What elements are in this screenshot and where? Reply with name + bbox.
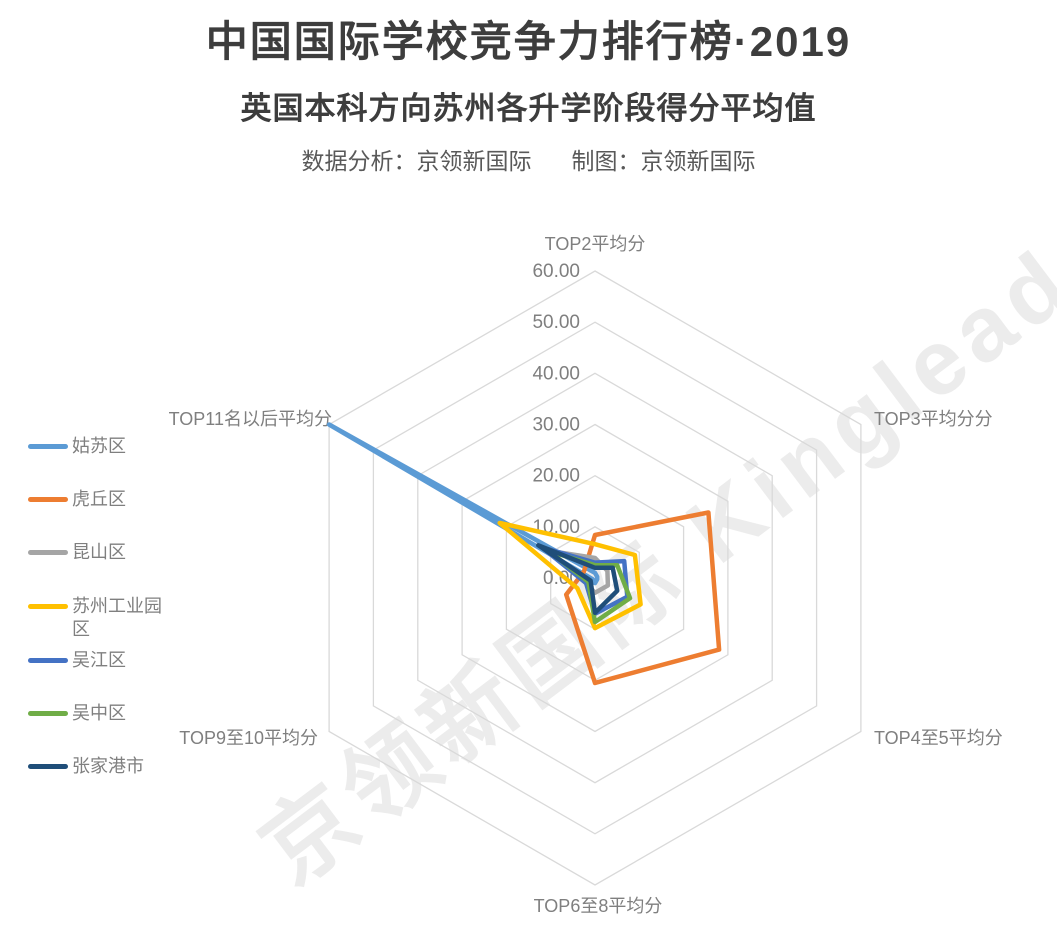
legend-label: 张家港市 [72,756,144,776]
legend-swatch-icon [28,550,68,555]
legend-item-1: 虎丘区 [28,488,166,511]
tick-label-50.00: 50.00 [532,312,580,333]
legend-swatch-icon [28,444,68,449]
legend-item-4: 吴江区 [28,649,166,672]
axis-label-5: TOP11名以后平均分 [169,409,332,429]
page-subtitle: 英国本科方向苏州各升学阶段得分平均值 [240,91,817,126]
tick-label-30.00: 30.00 [532,415,580,436]
series-polygon-3 [497,520,643,631]
legend-item-6: 张家港市 [28,755,166,778]
axis-label-0: TOP2平均分 [545,234,646,254]
legend-swatch-icon [28,658,68,663]
legend-item-0: 姑苏区 [28,435,166,458]
axis-label-2: TOP4至5平均分 [874,728,1003,748]
legend-label: 吴江区 [72,650,126,670]
axis-label-1: TOP3平均分分 [874,409,993,429]
legend-label: 虎丘区 [72,489,126,509]
legend-label: 昆山区 [72,542,126,562]
credit-analysis: 数据分析：京领新国际 [301,148,532,174]
legend-label: 苏州工业园区 [72,596,162,639]
legend-item-5: 吴中区 [28,702,166,725]
credit-drawing: 制图：京领新国际 [571,148,756,174]
axis-label-3: TOP6至8平均分 [534,896,663,916]
legend-swatch-icon [28,497,68,502]
chart-header: 中国国际学校竞争力排行榜·2019 英国本科方向苏州各升学阶段得分平均值 数据分… [0,0,1057,176]
tick-label-60.00: 60.00 [532,261,580,282]
legend-label: 姑苏区 [72,436,126,456]
legend-swatch-icon [28,764,68,769]
legend-label: 吴中区 [72,703,126,723]
tick-label-40.00: 40.00 [532,363,580,384]
tick-label-20.00: 20.00 [532,466,580,487]
legend-item-3: 苏州工业园区 [28,595,166,641]
page-title: 中国国际学校竞争力排行榜·2019 [205,18,852,65]
axis-label-4: TOP9至10平均分 [179,728,318,748]
legend-swatch-icon [28,604,68,609]
legend-swatch-icon [28,711,68,716]
series-polygon-0 [326,422,600,586]
series-polygon-6 [536,543,620,616]
series-polygon-1 [563,510,722,686]
credits-line: 数据分析：京领新国际 制图：京领新国际 [0,142,1057,176]
legend-item-2: 昆山区 [28,541,166,564]
